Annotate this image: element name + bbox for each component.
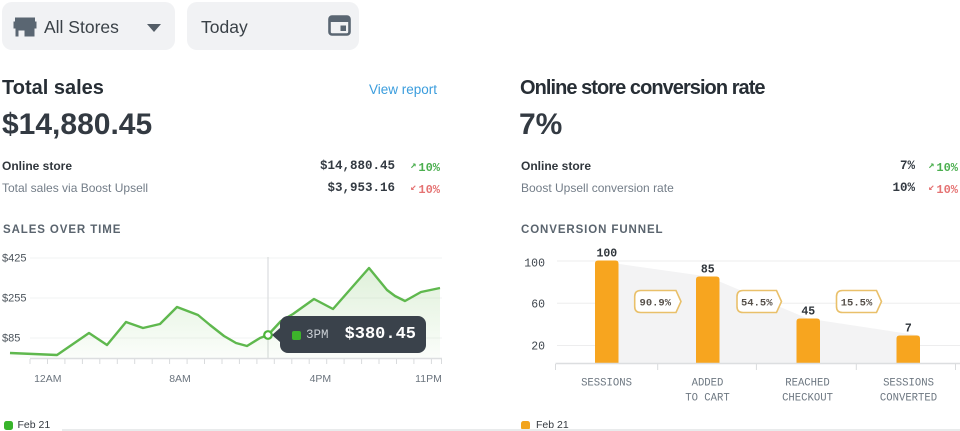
svg-text:4PM: 4PM	[310, 373, 332, 385]
svg-text:CHECKOUT: CHECKOUT	[782, 393, 833, 405]
svg-text:12AM: 12AM	[34, 373, 61, 385]
svg-text:REACHED: REACHED	[785, 378, 830, 390]
svg-text:54.5%: 54.5%	[741, 298, 773, 310]
svg-text:TO CART: TO CART	[685, 393, 730, 405]
svg-text:7: 7	[905, 323, 912, 336]
svg-text:CONVERTED: CONVERTED	[880, 393, 937, 405]
svg-text:100: 100	[596, 248, 617, 261]
svg-text:SESSIONS: SESSIONS	[883, 378, 934, 390]
svg-text:$425: $425	[2, 253, 26, 265]
svg-text:100: 100	[524, 258, 545, 271]
svg-text:8AM: 8AM	[169, 373, 191, 385]
svg-text:ADDED: ADDED	[692, 378, 724, 390]
svg-text:20: 20	[531, 341, 545, 354]
svg-text:$255: $255	[2, 293, 26, 305]
svg-text:85: 85	[701, 264, 715, 277]
svg-text:60: 60	[531, 299, 545, 312]
svg-text:11PM: 11PM	[415, 373, 442, 385]
svg-text:45: 45	[801, 306, 815, 319]
svg-text:90.9%: 90.9%	[640, 298, 672, 310]
svg-text:SESSIONS: SESSIONS	[581, 378, 632, 390]
svg-text:$85: $85	[2, 333, 20, 345]
svg-text:15.5%: 15.5%	[841, 298, 873, 310]
